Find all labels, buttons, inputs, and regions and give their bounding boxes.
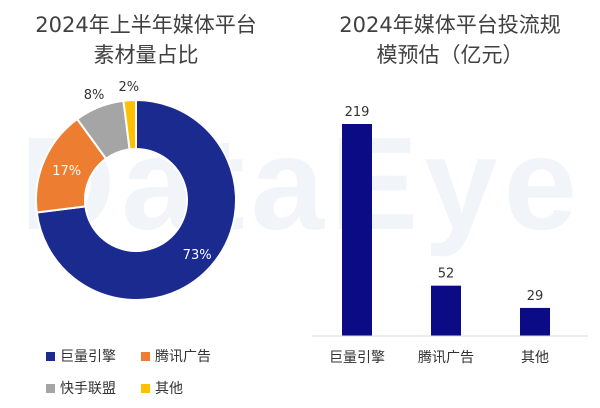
legend-item-1: 巨量引擎 (46, 346, 116, 366)
legend-item-2: 腾讯广告 (141, 346, 211, 366)
bar-3 (520, 307, 550, 336)
legend-item-4: 其他 (141, 378, 183, 398)
bar-value-label-2: 52 (438, 267, 455, 282)
bar-category-label-1: 巨量引擎 (329, 350, 385, 366)
legend-swatch (46, 351, 55, 361)
donut-chart: 73% 17% 8% 2% (35, 80, 237, 301)
pie-slice-4 (122, 98, 137, 151)
legend-label: 快手联盟 (60, 381, 116, 397)
legend-label: 其他 (155, 381, 183, 397)
legend-item-3: 快手联盟 (46, 378, 116, 398)
pie-label-3: 8% (84, 88, 105, 103)
pie-slice-1 (35, 98, 237, 301)
legend-swatch (141, 383, 150, 393)
bar-2 (431, 285, 461, 336)
legend-label: 腾讯广告 (155, 349, 211, 365)
bar-chart: 219 巨量引擎 52 腾讯广告 29 其他 (312, 105, 588, 366)
bar-value-label-3: 29 (527, 289, 544, 304)
pie-chart-title-line-1: 2024年上半年媒体平台 (35, 13, 257, 37)
pie-label-2: 17% (52, 164, 81, 179)
legend-swatch (46, 383, 55, 393)
legend-swatch (141, 351, 150, 361)
bar-category-label-2: 腾讯广告 (418, 349, 474, 366)
legend-label: 巨量引擎 (60, 349, 116, 365)
bar-category-label-3: 其他 (521, 350, 549, 366)
pie-chart-title: 2024年上半年媒体平台 素材量占比 (10, 10, 282, 70)
pie-label-1: 73% (183, 248, 212, 263)
bar-chart-title: 2024年媒体平台投流规 模预估（亿元） (310, 10, 590, 70)
bar-value-label-1: 219 (345, 105, 370, 120)
pie-chart-title-line-2: 素材量占比 (93, 43, 199, 67)
bar-1 (342, 124, 372, 336)
pie-label-4: 2% (119, 80, 140, 95)
bar-chart-title-line-2: 模预估（亿元） (376, 43, 524, 67)
bar-chart-title-line-1: 2024年媒体平台投流规 (339, 13, 561, 37)
